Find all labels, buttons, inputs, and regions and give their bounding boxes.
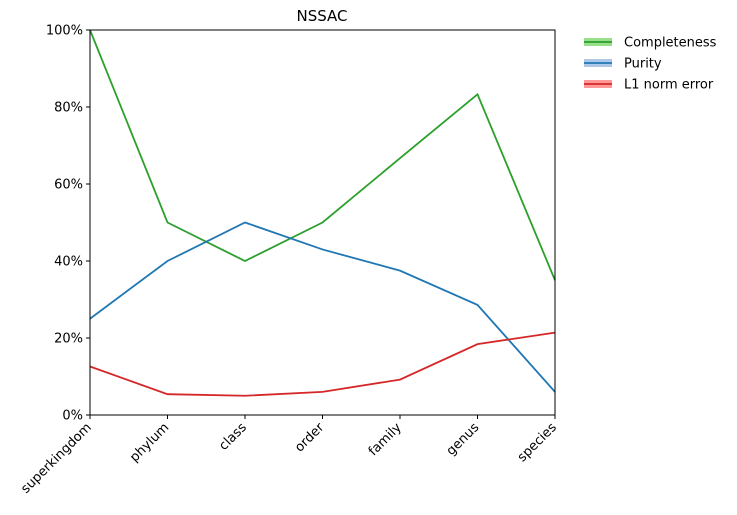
y-tick-label: 80%	[54, 101, 83, 116]
x-tick-label: genus	[444, 420, 483, 459]
x-tick-label: family	[366, 420, 405, 459]
chart-title: NSSAC	[296, 7, 347, 25]
y-axis: 0% 20% 40% 60% 80% 100%	[46, 24, 90, 424]
legend: Completeness Purity L1 norm error	[584, 36, 717, 93]
x-tick-label: species	[515, 420, 560, 465]
x-tick-label: phylum	[127, 420, 172, 465]
y-tick-label: 0%	[62, 409, 83, 424]
x-axis: superkingdom phylum class order family genus s…	[18, 415, 560, 497]
x-tick-label: order	[292, 420, 328, 456]
y-tick-label: 20%	[54, 332, 83, 347]
series-line-purity	[89, 221, 556, 393]
series-line-l1-norm-error	[89, 331, 556, 397]
y-tick-label: 60%	[54, 178, 83, 193]
legend-label: L1 norm error	[624, 78, 714, 93]
y-tick-label: 100%	[46, 24, 83, 39]
x-tick-label: superkingdom	[18, 420, 94, 496]
series-line-completeness	[89, 29, 556, 281]
x-tick-label: class	[216, 420, 250, 454]
y-tick-label: 40%	[54, 255, 83, 270]
legend-label: Purity	[624, 57, 662, 72]
plot-lines	[89, 29, 556, 397]
legend-label: Completeness	[624, 36, 717, 51]
